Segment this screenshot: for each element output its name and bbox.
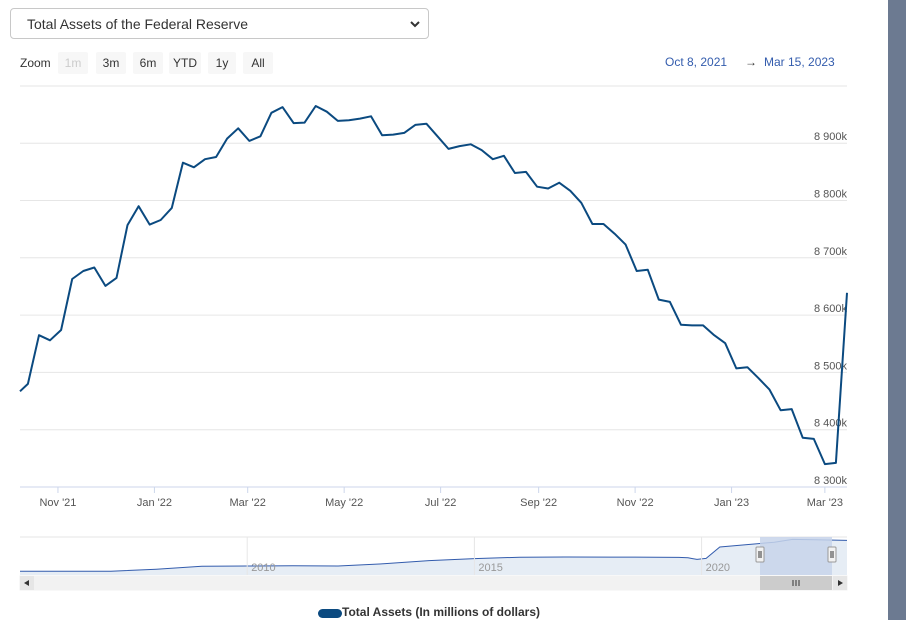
series-line-total-assets (19, 105, 848, 466)
chevron-down-icon (410, 21, 420, 28)
chart-selector-value: Total Assets of the Federal Reserve (27, 16, 248, 32)
legend-series-symbol (318, 609, 342, 618)
zoom-label: Zoom (20, 56, 51, 70)
arrow-left-icon (24, 580, 29, 586)
navigator-left-handle[interactable] (755, 546, 765, 563)
arrow-right-icon (838, 580, 843, 586)
navigator-selection (760, 537, 832, 575)
y-tick-label: 8 500k (814, 360, 848, 372)
y-tick-label: 8 700k (814, 246, 848, 258)
zoom-1y-button[interactable]: 1y (208, 52, 236, 74)
x-tick-label: May '22 (325, 497, 363, 509)
zoom-3m-button[interactable]: 3m (96, 52, 126, 74)
y-tick-label: 8 900k (814, 131, 848, 143)
legend-series-label: Total Assets (In millions of dollars) (342, 605, 541, 619)
y-tick-label: 8 300k (814, 475, 848, 487)
navigator-right-handle[interactable] (827, 546, 837, 563)
y-tick-label: 8 600k (814, 303, 848, 315)
navigator-series-line (20, 538, 848, 572)
x-tick-label: Nov '21 (39, 497, 76, 509)
x-tick-label: Nov '22 (617, 497, 654, 509)
y-tick-label: 8 400k (814, 418, 848, 430)
navigator-year-label: 2010 (251, 562, 275, 574)
zoom-1m-button[interactable]: 1m (58, 52, 88, 74)
x-tick-label: Jan '22 (137, 497, 172, 509)
scrollbar-track[interactable] (19, 575, 848, 591)
zoom-ytd-button[interactable]: YTD (169, 52, 201, 74)
chart-selector-dropdown[interactable]: Total Assets of the Federal Reserve (10, 8, 429, 39)
x-tick-label: Jul '22 (425, 497, 456, 509)
zoom-all-button[interactable]: All (243, 52, 273, 74)
y-tick-label: 8 800k (814, 189, 848, 201)
range-to-input[interactable]: Mar 15, 2023 (764, 55, 835, 69)
main-chart: 8 300k 8 400k 8 500k 8 600k 8 700k 8 800k 8 90… (19, 85, 848, 591)
x-tick-label: Mar '23 (807, 497, 843, 509)
navigator-year-label: 2020 (706, 562, 730, 574)
x-tick-label: Jan '23 (714, 497, 749, 509)
range-from-input[interactable]: Oct 8, 2021 (665, 55, 728, 69)
x-tick-label: Mar '22 (230, 497, 266, 509)
navigator-year-label: 2015 (478, 562, 502, 574)
x-tick-label: Sep '22 (520, 497, 557, 509)
range-separator: → (745, 55, 757, 69)
right-side-panel (888, 0, 906, 620)
zoom-6m-button[interactable]: 6m (133, 52, 163, 74)
